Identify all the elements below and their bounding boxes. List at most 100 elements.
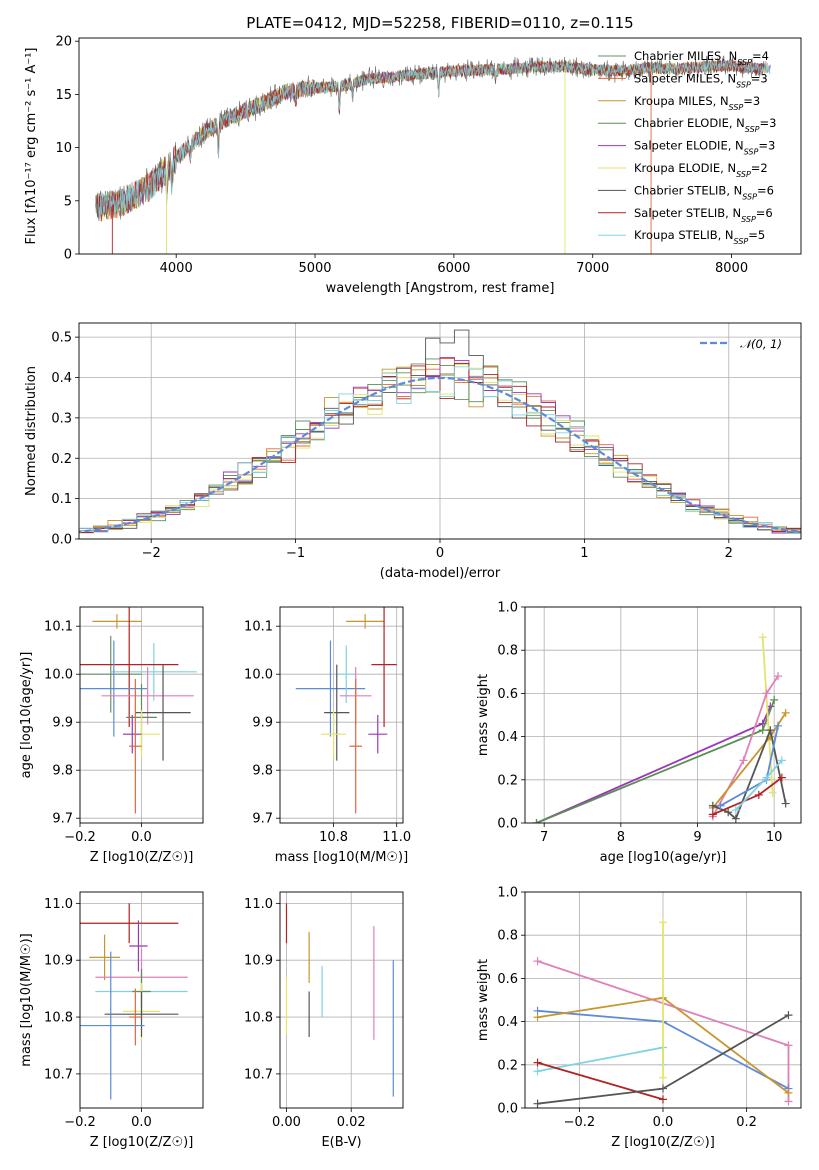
y-tick-label: 0.3 xyxy=(51,411,72,426)
spectrum-legend: Chabrier MILES, NSSP=4 Salpeter MILES, NS… xyxy=(598,49,776,246)
y-tick-label: 10.8 xyxy=(44,1011,73,1026)
x-tick-label: 11.0 xyxy=(382,830,411,845)
weight-marker xyxy=(659,1073,667,1082)
weight-marker xyxy=(716,801,725,810)
x-tick-label: 0.0 xyxy=(653,1115,674,1130)
x-tick-label: 6000 xyxy=(437,261,470,276)
y-tick-label: 10.1 xyxy=(44,620,73,635)
x-tick-label: 10 xyxy=(766,830,783,845)
x-axis-label: Z [log10(Z/Z☉)] xyxy=(611,1135,715,1150)
weight-marker xyxy=(784,1041,793,1050)
residuals-legend: 𝒩(0, 1) xyxy=(700,337,782,351)
residuals-axes: −2 −1 0 1 2 0.0 0.1 0.2 0.3 0.4 0.5 (data-model)/er… xyxy=(24,322,802,581)
y-axis-label: mass weight xyxy=(476,674,491,756)
weight-marker xyxy=(781,708,790,717)
figure-title: PLATE=0412, MJD=52258, FIBERID=0110, z=0… xyxy=(246,14,633,32)
x-tick-label: 2 xyxy=(725,546,733,561)
weight-marker xyxy=(754,790,763,799)
y-tick-label: 9.9 xyxy=(52,716,73,731)
errorbar-point xyxy=(349,679,362,814)
x-tick-label: 0.00 xyxy=(272,1115,301,1130)
errorbar-point xyxy=(336,645,356,703)
axes-frame: −0.2 0.0 9.7 9.8 9.9 10.0 10.1 Z [log10(Z/Z☉)] a… xyxy=(19,606,204,865)
x-tick-label: −2 xyxy=(142,546,161,561)
plot-area xyxy=(285,903,394,1097)
weight-marker xyxy=(659,1084,667,1093)
x-tick-label: 0 xyxy=(436,546,444,561)
weight-marker xyxy=(768,788,777,797)
weight-marker xyxy=(533,1067,542,1076)
errorbar-point xyxy=(129,920,148,972)
y-tick-label: 0.0 xyxy=(51,533,72,548)
x-axis-label: Z [log10(Z/Z☉)] xyxy=(90,1135,194,1150)
weight-marker xyxy=(533,1058,542,1067)
y-tick-label: 0.0 xyxy=(497,1102,518,1117)
massweight-vs-age-axes: 7 8 9 10 0.0 0.2 0.4 0.6 0.8 1.0 age [log10(age/yr… xyxy=(476,601,802,865)
x-axis-label: wavelength [Angstrom, rest frame] xyxy=(326,281,555,296)
weight-marker xyxy=(731,806,740,815)
x-tick-label: 8 xyxy=(617,830,625,845)
x-tick-label: 10.8 xyxy=(319,830,348,845)
y-tick-label: 10.0 xyxy=(244,668,273,683)
x-tick-label: −1 xyxy=(286,546,305,561)
gaussian-curve xyxy=(79,376,801,534)
errorbar-point xyxy=(346,614,385,629)
residuals-panel: −2 −1 0 1 2 0.0 0.1 0.2 0.3 0.4 0.5 (data-model)/er… xyxy=(24,322,802,581)
age-vs-mass-axes: 10.8 11.0 9.7 9.8 9.9 10.0 10.1 mass [log10(M/M… xyxy=(244,606,411,865)
y-tick-label: 10.8 xyxy=(244,1011,273,1026)
y-tick-label: 9.8 xyxy=(52,764,73,779)
y-tick-label: 0.4 xyxy=(497,1015,518,1030)
legend-entry: Kroupa STELIB, NSSP=5 xyxy=(634,228,765,246)
axes-box xyxy=(279,891,404,1109)
plot-area xyxy=(80,607,197,814)
errorbar-point xyxy=(80,951,145,1100)
weight-line xyxy=(712,712,787,809)
x-tick-label: 7 xyxy=(540,830,548,845)
axes-frame: −2 −1 0 1 2 0.0 0.1 0.2 0.3 0.4 0.5 (data-model)/er… xyxy=(24,322,802,581)
y-tick-label: 0.6 xyxy=(497,687,518,702)
legend-entry: Kroupa ELODIE, NSSP=2 xyxy=(634,161,768,179)
y-tick-label: 9.9 xyxy=(252,716,273,731)
plot-area xyxy=(533,918,793,1108)
spectrum-line-kroupa-stelib xyxy=(98,60,771,221)
errorbar-point xyxy=(80,635,142,713)
x-axis-label: (data-model)/error xyxy=(380,566,501,581)
plot-area xyxy=(295,607,397,814)
weight-marker xyxy=(784,1088,793,1097)
weight-line xyxy=(537,1061,664,1101)
x-tick-label: −0.2 xyxy=(64,1115,96,1130)
legend-entry: Kroupa MILES, NSSP=3 xyxy=(634,94,760,112)
errorbar-point xyxy=(129,988,142,1046)
errorbar-point xyxy=(92,614,142,629)
x-tick-label: 5000 xyxy=(298,261,331,276)
weight-marker xyxy=(762,689,771,698)
y-tick-label: 11.0 xyxy=(44,897,73,912)
legend-entry: Salpeter STELIB, NSSP=6 xyxy=(634,206,773,224)
y-axis-label: Flux [fλ10⁻¹⁷ erg cm⁻² s⁻¹ A⁻¹] xyxy=(24,48,39,245)
x-axis-label: age [log10(age/yr)] xyxy=(600,850,727,865)
y-tick-label: 10.0 xyxy=(44,668,73,683)
weight-line xyxy=(735,759,783,811)
y-tick-label: 10.9 xyxy=(244,954,273,969)
weight-marker xyxy=(533,1013,542,1022)
plot-area xyxy=(80,903,188,1100)
x-tick-label: 0.0 xyxy=(131,830,152,845)
spectrum-axes: 4000 5000 6000 7000 8000 0 5 10 15 20 wavelength [… xyxy=(24,35,802,296)
x-tick-label: 0.0 xyxy=(131,1115,152,1130)
y-tick-label: 1.0 xyxy=(497,601,518,616)
errorbar-point xyxy=(89,934,120,981)
mass-vs-Z-axes: −0.2 0.0 10.7 10.8 10.9 11.0 Z [log10(Z/Z☉)] ma… xyxy=(19,891,204,1150)
y-tick-label: 0.1 xyxy=(51,492,72,507)
weight-marker xyxy=(766,726,775,735)
axes-box xyxy=(524,606,802,824)
y-tick-label: 5 xyxy=(64,194,72,209)
y-tick-label: 1.0 xyxy=(497,886,518,901)
weight-marker xyxy=(708,801,717,810)
plot-area xyxy=(532,633,790,823)
axes-frame: 0.00 0.02 10.7 10.8 10.9 11.0 E(B-V) xyxy=(244,891,404,1150)
axes-frame: 10.8 11.0 9.7 9.8 9.9 10.0 10.1 mass [log10(M/M… xyxy=(244,606,411,865)
weight-marker xyxy=(777,773,786,782)
y-axis-label: mass weight xyxy=(476,959,491,1041)
y-tick-label: 0.4 xyxy=(497,730,518,745)
weight-marker xyxy=(533,1099,542,1108)
